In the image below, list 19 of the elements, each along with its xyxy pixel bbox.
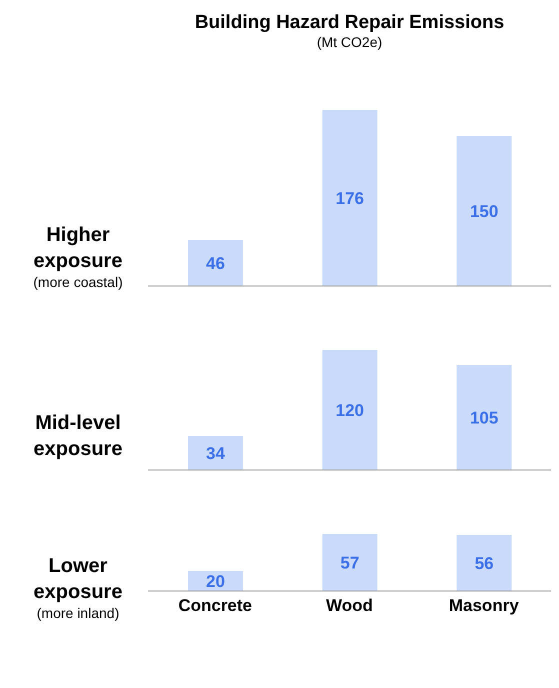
data-label: 105: [470, 408, 498, 428]
x-tick-label: Wood: [326, 596, 373, 616]
data-label: 120: [336, 401, 364, 420]
data-label: 57: [340, 554, 360, 573]
x-tick-label: Concrete: [178, 596, 252, 616]
chart-title: Building Hazard Repair Emissions: [194, 12, 506, 34]
y-axis-title: Mid-level exposure: [32, 411, 124, 462]
text: (more coastal): [33, 274, 123, 290]
data-label: 34: [206, 444, 226, 464]
text: (more inland): [36, 605, 120, 621]
chart-subtitle: (Mt CO2e): [316, 34, 384, 50]
data-label: 20: [206, 572, 225, 592]
y-axis-title: Lower exposure: [32, 554, 124, 605]
data-label: 176: [336, 189, 364, 208]
x-tick-label: Masonry: [448, 596, 520, 616]
data-label: 56: [474, 554, 494, 574]
y-axis-title: Higher exposure: [32, 223, 124, 274]
data-label: 150: [470, 202, 498, 222]
data-label: 46: [206, 254, 225, 274]
